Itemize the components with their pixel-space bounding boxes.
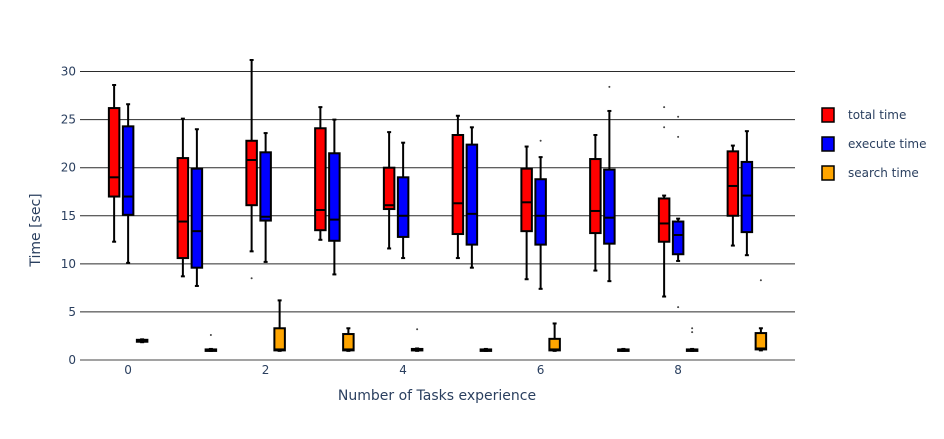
box-iqr [520, 167, 533, 233]
x-tick-label: 4 [399, 363, 407, 377]
outlier-point [691, 327, 694, 330]
x-tick-label: 0 [124, 363, 132, 377]
x-tick-label: 6 [537, 363, 545, 377]
box-iqr [121, 125, 135, 216]
box-iqr [245, 139, 258, 207]
outlier-point [677, 135, 680, 138]
outlier-point [677, 115, 680, 118]
box-iqr [726, 150, 740, 217]
box-total-time-5 [451, 114, 465, 260]
outlier-point [416, 328, 419, 331]
outlier-point [250, 277, 253, 280]
box-total-time-2 [245, 59, 258, 280]
box-search-time-4 [410, 328, 424, 352]
box-search-time-2 [273, 299, 286, 352]
box-search-time-7 [617, 347, 630, 352]
box-total-time-8 [657, 106, 671, 298]
box-iqr [740, 160, 754, 234]
outlier-point [608, 85, 611, 88]
legend-label: search time [848, 166, 919, 180]
y-tick-label: 15 [61, 209, 76, 223]
box-total-time-6 [520, 145, 533, 281]
box-iqr [273, 327, 286, 352]
legend-item-total-time[interactable]: total time [821, 107, 906, 123]
y-axis-ticks: 0 5 10 15 20 25 30 [61, 65, 76, 367]
outlier-point [209, 334, 212, 336]
box-execute-time-9 [740, 130, 754, 257]
legend-label: execute time [848, 137, 927, 151]
box-search-time-9 [754, 279, 768, 352]
box-total-time-3 [314, 106, 327, 241]
box-iqr [465, 143, 479, 246]
box-total-time-9 [726, 144, 740, 247]
plot-area [107, 59, 768, 352]
box-execute-time-4 [396, 141, 410, 260]
box-total-time-1 [176, 117, 190, 278]
box-execute-time-0 [121, 103, 135, 264]
box-total-time-0 [107, 84, 121, 243]
outlier-point [677, 306, 680, 309]
legend-swatch [821, 136, 835, 152]
x-axis-ticks: 0 2 4 6 8 [124, 363, 682, 377]
x-tick-label: 8 [674, 363, 682, 377]
box-iqr [328, 152, 341, 242]
legend-swatch [821, 165, 835, 181]
outlier-point [759, 279, 762, 282]
box-iqr [396, 176, 410, 238]
box-execute-time-2 [259, 132, 272, 263]
y-axis-title: Time [sec] [28, 193, 44, 267]
box-execute-time-7 [603, 85, 616, 283]
legend: total time execute time search time [821, 107, 927, 181]
box-execute-time-8 [671, 115, 685, 309]
box-execute-time-6 [534, 139, 547, 290]
box-execute-time-3 [328, 118, 341, 276]
box-iqr [107, 107, 121, 198]
y-tick-label: 0 [68, 353, 76, 367]
outlier-point [663, 106, 666, 109]
box-iqr [603, 168, 616, 245]
box-execute-time-5 [465, 126, 479, 269]
box-search-time-6 [548, 322, 561, 352]
box-iqr [190, 167, 204, 269]
box-search-time-1 [204, 334, 218, 352]
outlier-point [663, 126, 666, 129]
outlier-point [691, 331, 694, 334]
box-search-time-8 [685, 327, 699, 352]
legend-item-search-time[interactable]: search time [821, 165, 919, 181]
box-search-time-3 [342, 327, 355, 352]
legend-swatch [821, 107, 835, 123]
y-tick-label: 20 [61, 161, 76, 175]
box-search-time-5 [479, 347, 493, 352]
legend-item-execute-time[interactable]: execute time [821, 136, 927, 152]
box-iqr [534, 178, 547, 246]
box-iqr [314, 127, 327, 232]
box-iqr [754, 332, 768, 351]
x-axis-title: Number of Tasks experience [338, 388, 536, 404]
y-tick-label: 25 [61, 113, 76, 127]
outlier-point [539, 139, 542, 142]
box-search-time-0 [135, 338, 149, 344]
box-iqr [259, 151, 272, 222]
box-total-time-4 [382, 131, 396, 250]
y-tick-label: 5 [68, 305, 76, 319]
box-iqr [176, 157, 190, 260]
legend-label: total time [848, 108, 906, 122]
x-tick-label: 2 [262, 363, 270, 377]
box-iqr [382, 166, 396, 211]
box-iqr [451, 134, 465, 236]
box-execute-time-1 [190, 128, 204, 287]
y-tick-label: 10 [61, 257, 76, 271]
y-tick-label: 30 [61, 65, 76, 79]
box-iqr [671, 220, 685, 256]
box-iqr [589, 158, 602, 235]
box-total-time-7 [589, 134, 602, 272]
box-iqr [657, 197, 671, 243]
box-iqr [342, 333, 355, 352]
